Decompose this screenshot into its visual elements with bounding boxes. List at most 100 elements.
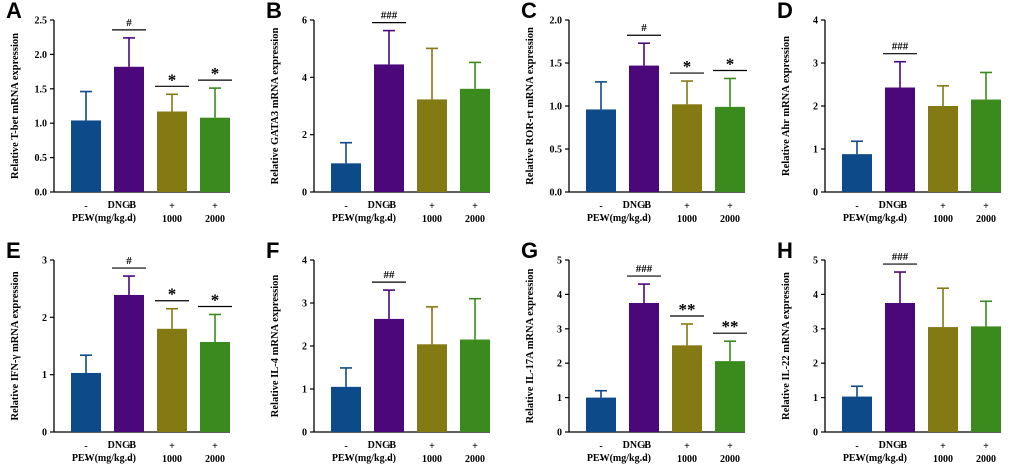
bar-dncb-pew-1000 xyxy=(157,111,187,192)
y-axis-label: Relative IL-17A mRNA expression xyxy=(525,269,536,424)
y-tick-label: 2 xyxy=(813,102,818,113)
significance-mark: * xyxy=(168,70,177,89)
y-axis-label: Relative IFN-γ mRNA expression xyxy=(10,271,21,420)
significance-mark: # xyxy=(126,255,132,267)
significance-mark: ### xyxy=(892,41,909,53)
bar-dncb-pew-2000 xyxy=(200,117,230,192)
significance-mark: # xyxy=(126,17,132,29)
pew-condition: - xyxy=(642,214,645,225)
row-label-pew: PEW(mg/kg.d) xyxy=(72,213,136,224)
bar-dncb xyxy=(374,318,404,432)
y-tick-label: 2 xyxy=(302,342,307,353)
y-tick-label: 4 xyxy=(302,256,307,267)
pew-condition: - xyxy=(344,214,347,225)
row-label-pew: PEW(mg/kg.d) xyxy=(332,213,396,224)
row-label-pew: PEW(mg/kg.d) xyxy=(587,213,651,224)
row-label-dncb: DNCB xyxy=(623,440,652,451)
row-label-pew: PEW(mg/kg.d) xyxy=(72,453,136,464)
pew-condition: - xyxy=(642,454,645,465)
significance-mark: ** xyxy=(679,300,696,319)
y-tick-label: 0.5 xyxy=(35,153,48,164)
pew-condition: - xyxy=(127,454,130,465)
bar-dncb xyxy=(885,303,915,432)
panel-G: G Relative IL-17A mRNA expression 0 1 2 3 4 5 - -… xyxy=(521,238,747,465)
row-label-pew: PEW(mg/kg.d) xyxy=(843,213,907,224)
pew-condition: - xyxy=(344,454,347,465)
pew-condition: - xyxy=(387,214,390,225)
pew-condition: - xyxy=(127,214,130,225)
significance-mark: ### xyxy=(381,10,398,22)
pew-condition: 1000 xyxy=(933,214,953,225)
dncb-condition: + xyxy=(727,201,733,212)
bar-dncb-pew-1000 xyxy=(157,328,187,432)
bar-dncb xyxy=(629,65,659,192)
pew-condition: - xyxy=(84,454,87,465)
pew-condition: - xyxy=(599,454,602,465)
pew-condition: - xyxy=(855,214,858,225)
panel-letter: A xyxy=(6,0,22,23)
y-axis-label: Relative IL-4 mRNA expression xyxy=(270,275,281,418)
pew-condition: 1000 xyxy=(422,454,442,465)
bar-control xyxy=(71,372,101,432)
y-tick-label: 2.5 xyxy=(35,16,48,27)
y-tick-label: 0 xyxy=(813,188,818,199)
bar-dncb xyxy=(374,64,404,192)
y-tick-label: 0 xyxy=(302,428,307,439)
dncb-condition: - xyxy=(84,201,87,212)
row-label-dncb: DNCB xyxy=(108,440,137,451)
y-axis-label: Relative T-bet mRNA expression xyxy=(10,33,21,179)
dncb-condition: + xyxy=(429,441,435,452)
y-tick-label: 0.0 xyxy=(35,188,48,199)
bar-dncb-pew-1000 xyxy=(928,327,958,432)
pew-condition: 2000 xyxy=(465,454,485,465)
dncb-condition: + xyxy=(169,201,175,212)
significance-mark: ### xyxy=(892,251,909,263)
dncb-condition: + xyxy=(897,201,903,212)
y-tick-label: 1.0 xyxy=(35,119,48,130)
bar-dncb-pew-1000 xyxy=(417,99,447,192)
pew-condition: 1000 xyxy=(162,214,182,225)
significance-mark: # xyxy=(641,22,647,34)
y-tick-label: 0.5 xyxy=(550,145,563,156)
dncb-condition: + xyxy=(386,201,392,212)
dncb-condition: - xyxy=(344,441,347,452)
dncb-condition: + xyxy=(126,441,132,452)
pew-condition: 2000 xyxy=(976,454,996,465)
row-label-dncb: DNCB xyxy=(879,440,908,451)
y-tick-label: 2.0 xyxy=(35,50,48,61)
bar-control xyxy=(71,120,101,192)
panel-E: E Relative IFN-γ mRNA expression 0 1 2 3 - - # + -… xyxy=(6,238,232,465)
y-tick-label: 0.0 xyxy=(550,188,563,199)
row-label-dncb: DNCB xyxy=(623,200,652,211)
panel-letter: C xyxy=(521,0,537,23)
bar-control xyxy=(586,109,616,192)
y-tick-label: 3 xyxy=(813,59,818,70)
panel-letter: E xyxy=(6,238,21,263)
pew-condition: 2000 xyxy=(720,454,740,465)
y-tick-label: 1.5 xyxy=(35,84,48,95)
y-tick-label: 4 xyxy=(813,290,818,301)
bar-dncb-pew-2000 xyxy=(460,88,490,192)
bar-dncb-pew-1000 xyxy=(672,104,702,192)
y-tick-label: 2 xyxy=(557,359,562,370)
bar-dncb xyxy=(114,294,144,432)
row-label-pew: PEW(mg/kg.d) xyxy=(587,453,651,464)
pew-condition: 1000 xyxy=(933,454,953,465)
dncb-condition: + xyxy=(212,201,218,212)
panel-A: A Relative T-bet mRNA expression 0.0 0.5 1.0… xyxy=(6,0,232,225)
dncb-condition: + xyxy=(212,441,218,452)
panel-letter: F xyxy=(266,238,279,263)
dncb-condition: - xyxy=(599,201,602,212)
y-tick-label: 0 xyxy=(813,428,818,439)
dncb-condition: - xyxy=(855,441,858,452)
pew-condition: 2000 xyxy=(205,454,225,465)
bar-dncb-pew-1000 xyxy=(672,345,702,432)
panel-F: F Relative IL-4 mRNA expression 0 1 2 3 4 - - ## +… xyxy=(266,238,490,465)
dncb-condition: + xyxy=(126,201,132,212)
significance-mark: * xyxy=(683,57,692,76)
row-label-pew: PEW(mg/kg.d) xyxy=(843,453,907,464)
row-label-dncb: DNCB xyxy=(879,200,908,211)
y-tick-label: 5 xyxy=(557,256,562,267)
y-tick-label: 1 xyxy=(42,370,47,381)
